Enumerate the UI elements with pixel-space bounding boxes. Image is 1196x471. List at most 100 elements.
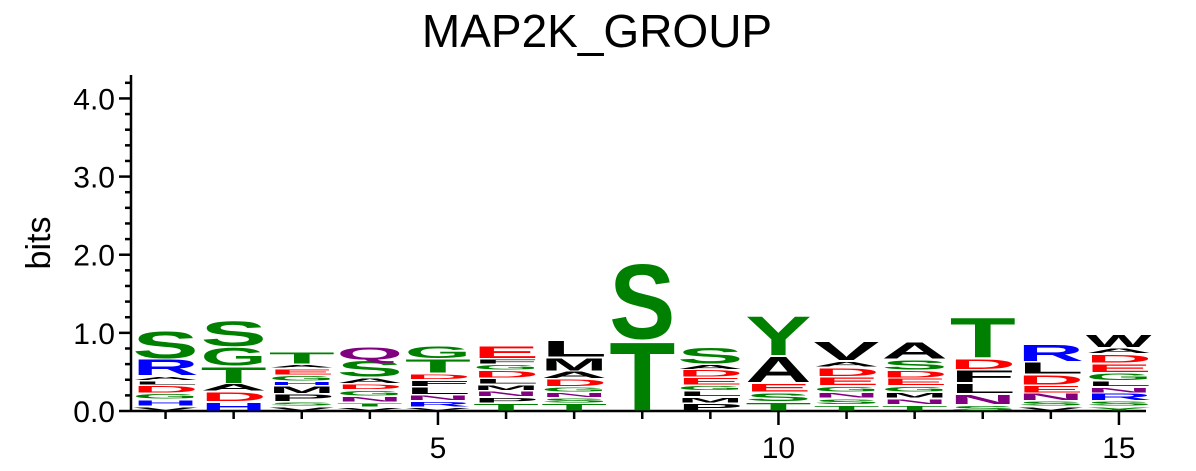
logo-letter-R: R [1018,341,1084,366]
logo-letter-D: D [814,366,880,378]
logo-letter-S: S [677,344,743,368]
logo-letter-T: T [950,307,1016,370]
logo-letter-N: N [337,396,403,403]
logo-letter-D: D [201,390,267,403]
logo-letter-M: M [882,392,948,399]
logo-letter-R: R [405,400,471,407]
logo-letter-G: G [541,387,607,393]
logo-letter-G: G [814,385,880,392]
logo-letter-D: D [541,378,607,388]
logo-letter-T: T [473,402,539,412]
logo-letter-D: D [473,369,539,379]
logo-letter-Y: Y [1086,406,1152,411]
logo-letter-E: E [1018,384,1084,394]
logo-letter-V: V [269,406,335,411]
logo-letter-N: N [1018,392,1084,402]
logo-letter-S: S [950,404,1016,411]
logo-letter-H: H [133,399,199,408]
logo-letter-L: L [950,381,1016,396]
logo-letter-D: D [133,384,199,394]
logo-letter-V: V [405,407,471,411]
logo-letter-G: G [201,343,267,371]
logo-letter-G: G [1086,372,1152,382]
logo-letter-M: M [269,385,335,395]
logo-letter-Y: Y [745,305,811,367]
logo-letter-L: L [473,378,539,385]
logo-letter-P: P [473,396,539,403]
logo-letter-M: M [473,384,539,391]
y-tick-label: 0.0 [73,396,115,429]
logo-letter-V: V [1018,406,1084,411]
x-tick-label: 15 [1102,432,1135,465]
logo-letter-N: N [882,398,948,405]
logo-letter-D: D [1086,353,1152,365]
logo-letter-L: L [133,381,199,386]
logo-letter-N: N [541,392,607,398]
logo-letter-V: V [133,406,199,411]
axis-ticks: 0.0 1.0 2.0 3.0 4.0 5 10 15 [73,81,1136,465]
logo-letter-D: D [950,356,1016,372]
logo-letter-G: G [337,389,403,396]
logo-letter-V: V [814,337,880,366]
logo-letter-N: N [814,392,880,399]
logo-letter-T: T [201,363,267,388]
y-tick-label: 4.0 [73,83,115,116]
logo-letter-A: A [201,383,267,393]
logo-letter-A: A [677,364,743,370]
logo-letter-Q: Q [337,344,403,364]
logo-letter-L: L [1086,380,1152,387]
logo-letter-S: S [882,358,948,373]
logo-letter-E: E [882,377,948,387]
logo-letter-S: S [609,242,675,361]
logo-letter-A: A [337,377,403,384]
logo-letter-G: G [269,375,335,382]
logo-letter-W: W [1086,331,1152,351]
logo-letter-A: A [745,350,811,390]
logo-letter-G: G [405,343,471,361]
logo-letter-V: V [337,407,403,411]
logo-letter-S: S [337,357,403,381]
logo-letter-F: F [950,368,1016,386]
logo-letter-F: F [473,358,539,364]
logo-letter-R: R [133,356,199,380]
logo-letter-G: G [882,385,948,392]
x-tick-label: 10 [762,432,795,465]
logo-letter-G: G [677,385,743,391]
logo-letter-L: L [1018,360,1084,377]
logo-letter-E: E [473,343,539,361]
logo-letter-A: A [1086,347,1152,354]
logo-stacks: VHGDLARSHDATGSVSPMHGEATVTNGDASQVRNLFDTGT… [133,242,1153,431]
logo-letter-E: E [269,367,335,376]
logo-letter-T: T [337,402,403,407]
logo-letter-D: D [405,373,471,380]
logo-letter-P: P [677,402,743,412]
logo-letter-G: G [473,364,539,371]
logo-letter-S: S [745,391,811,403]
logo-letter-A: A [814,360,880,367]
y-tick-label: 2.0 [73,240,115,273]
logo-letter-T: T [745,400,811,412]
logo-letter-E: E [814,375,880,387]
y-tick-label: 1.0 [73,318,115,351]
logo-letter-N: N [950,392,1016,407]
y-tick-label: 3.0 [73,162,115,195]
logo-letter-H: H [201,400,267,412]
logo-letter-E: E [1086,362,1152,374]
logo-letter-N: N [1086,386,1152,393]
logo-letter-M: M [677,396,743,403]
logo-letter-G: G [133,393,199,400]
logo-letter-E: E [745,382,811,394]
logo-letter-P: P [269,393,335,403]
logo-letter-D: D [882,369,948,379]
logo-letter-S: S [201,315,267,354]
logo-letter-S: S [814,398,880,405]
logo-letter-D: D [337,383,403,390]
logo-letter-F: F [405,379,471,388]
logo-letter-D: D [677,369,743,379]
logo-letter-S: S [133,323,199,366]
x-tick-label: 5 [430,432,447,465]
axes [129,75,1146,413]
logo-letter-D: D [1018,373,1084,388]
logo-letter-N: N [405,394,471,401]
